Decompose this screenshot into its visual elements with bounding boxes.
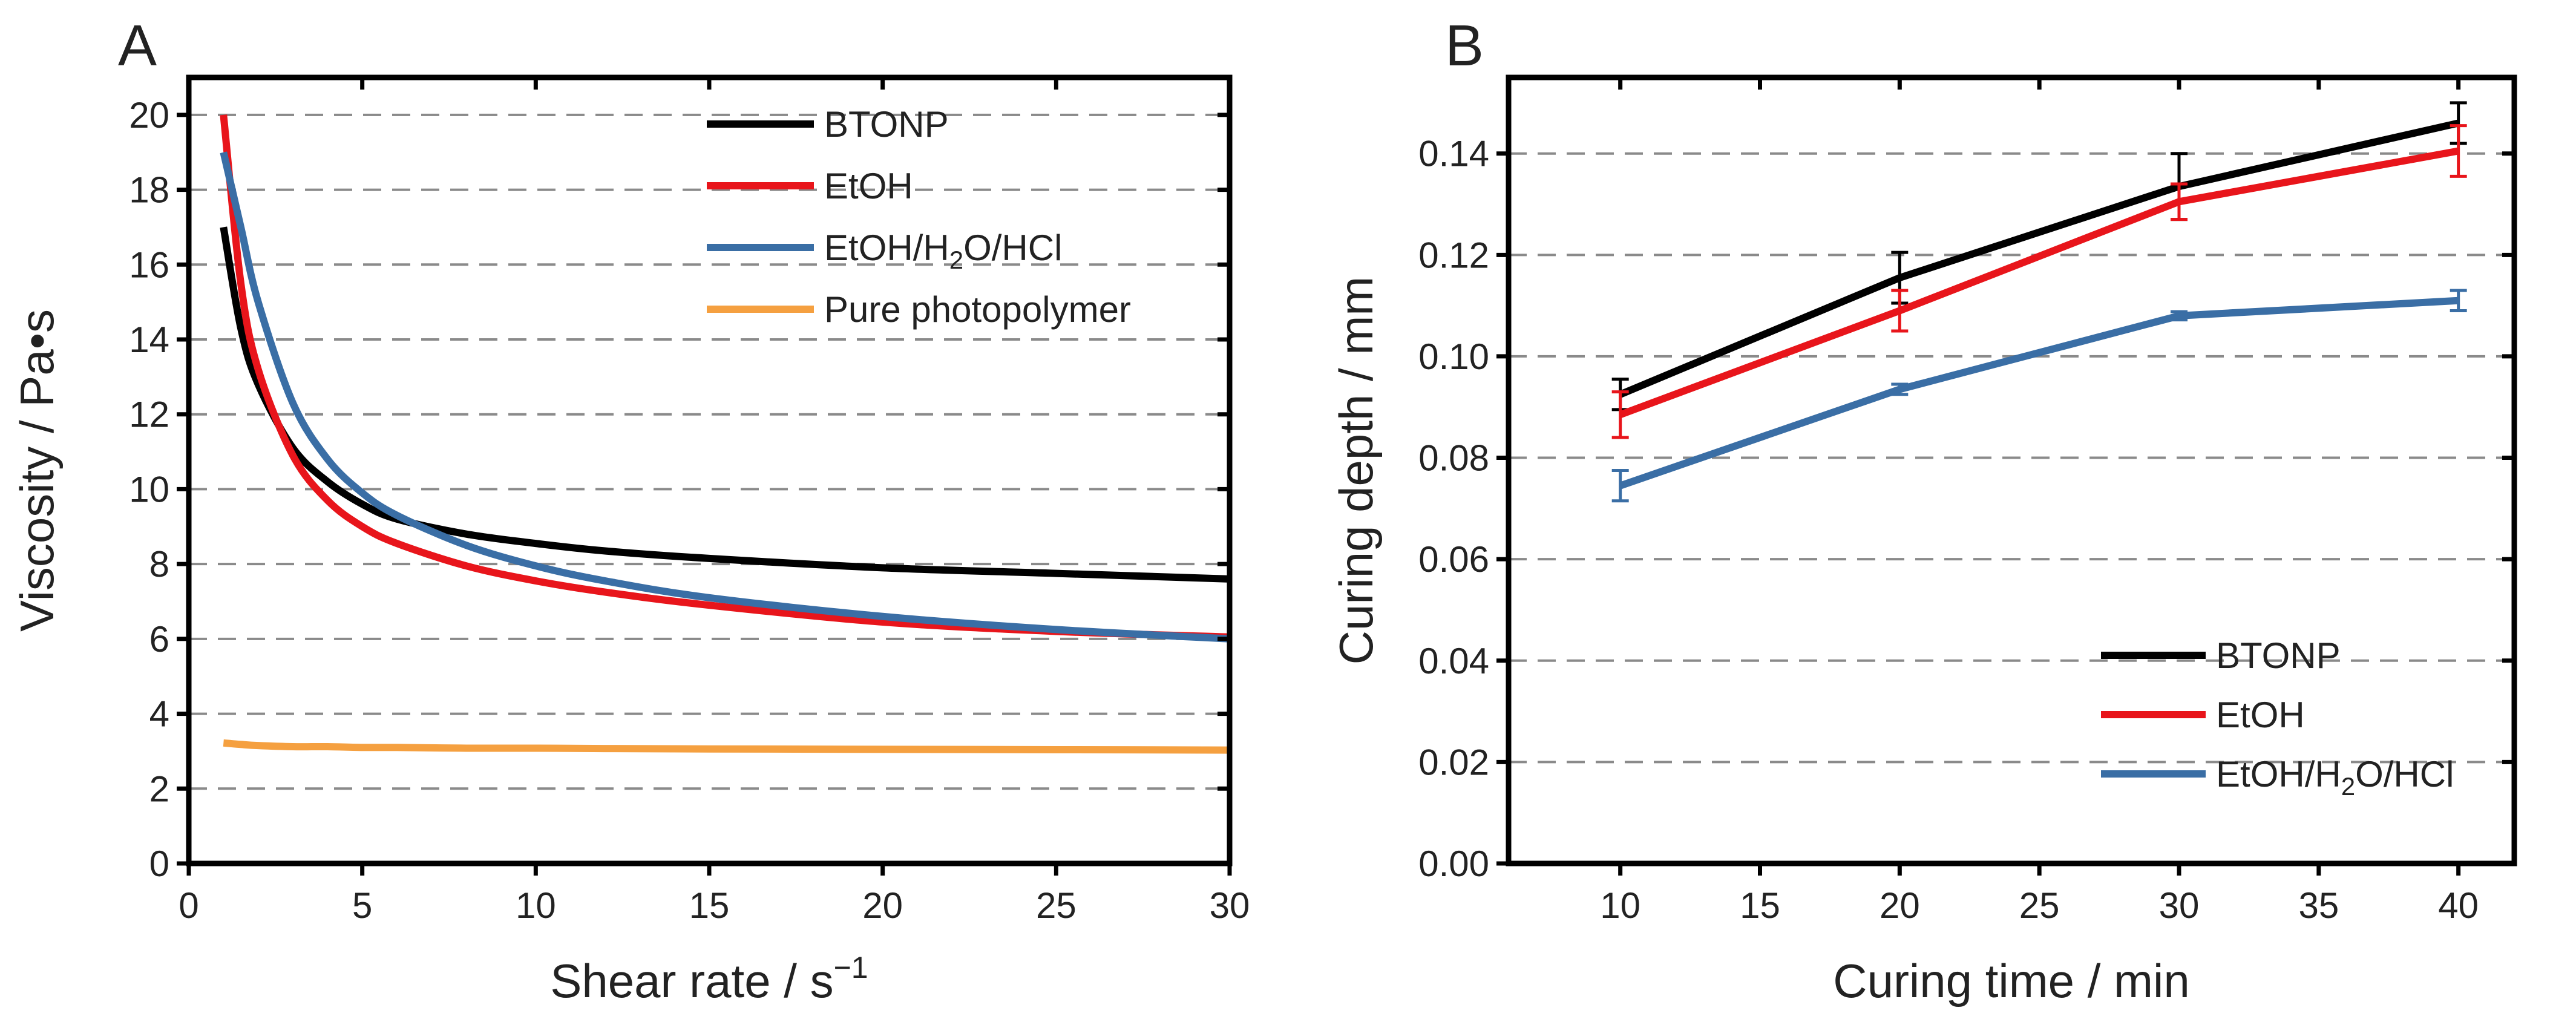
legend-label-subscript: 2 [2341, 772, 2355, 801]
legend-item: EtOH [2101, 695, 2305, 735]
y-tick-label: 0.06 [1418, 539, 1489, 580]
legend: BTONP EtOH EtOH/H2O/HCl Pure photopolymer [707, 104, 1131, 330]
y-tick-label: 8 [149, 544, 169, 585]
x-axis-title: Shear rate / s−1 [550, 951, 868, 1007]
error-bar [2171, 310, 2188, 322]
y-tick-label: 18 [129, 170, 169, 211]
x-tick-label: 0 [179, 885, 198, 926]
legend: BTONP EtOH EtOH/H2O/HCl [2101, 635, 2454, 801]
panel-letter: B [1445, 13, 1484, 78]
error-bar [1891, 382, 1909, 396]
x-tick-label: 5 [352, 885, 372, 926]
x-tick-label: 10 [1600, 885, 1640, 926]
x-tick-label: 40 [2438, 885, 2479, 926]
legend-item: BTONP [707, 104, 949, 145]
legend-item: EtOH/H2O/HCl [707, 228, 1062, 274]
x-tick-label: 20 [1880, 885, 1920, 926]
y-tick-label: 10 [129, 469, 169, 509]
x-tick-label: 15 [689, 885, 730, 926]
x-tick-label: 30 [1210, 885, 1250, 926]
y-tick-label: 0.08 [1418, 438, 1489, 479]
series-line-2 [220, 151, 1230, 643]
error-bar [2450, 124, 2467, 178]
x-tick-label: 35 [2298, 885, 2339, 926]
legend-label-part: EtOH/H [824, 228, 949, 268]
y-tick-label: 0.02 [1418, 742, 1489, 782]
y-tick-label: 0.14 [1418, 134, 1489, 174]
legend-label: EtOH/H2O/HCl [2216, 754, 2454, 801]
series-line-1 [220, 114, 1230, 641]
error-bar [1891, 289, 1909, 333]
x-tick-label: 25 [1036, 885, 1077, 926]
error-bar [2171, 182, 2188, 221]
legend-label-part: O/HCl [2355, 754, 2454, 794]
legend-label: EtOH/H2O/HCl [824, 228, 1062, 274]
y-tick-label: 20 [129, 95, 169, 136]
y-tick-label: 0 [149, 843, 169, 884]
legend-label-part: O/HCl [963, 228, 1062, 268]
y-tick-label: 14 [129, 319, 169, 360]
y-tick-label: 2 [149, 768, 169, 809]
y-tick-label: 12 [129, 395, 169, 435]
legend-item: BTONP [2101, 635, 2341, 676]
chart-panel-b: 0.00 0.02 0.04 0.06 0.08 0.10 0.12 0.14 10 15 20 25… [1329, 13, 2517, 1007]
x-tick-label: 10 [516, 885, 556, 926]
y-axis-title: Curing depth / mm [1329, 277, 1383, 665]
legend-item: Pure photopolymer [707, 289, 1131, 330]
panel-letter: A [118, 13, 157, 78]
legend-item: EtOH [707, 166, 913, 206]
series-line-1 [1619, 147, 2459, 418]
y-tick-label: 0.10 [1418, 336, 1489, 377]
x-axis-title-text: Shear rate / s [550, 954, 833, 1007]
x-tick-label: 15 [1740, 885, 1780, 926]
legend-label: EtOH [824, 166, 913, 206]
legend-label: Pure photopolymer [824, 289, 1131, 330]
error-bar [1611, 469, 1629, 503]
x-tick-label: 25 [2019, 885, 2060, 926]
y-tick-label: 4 [149, 694, 169, 735]
y-tick-label: 0.00 [1418, 843, 1489, 884]
legend-label-subscript: 2 [949, 246, 963, 274]
y-tick-label: 16 [129, 244, 169, 285]
y-tick-label: 0.12 [1418, 235, 1489, 275]
legend-item: EtOH/H2O/HCl [2101, 754, 2454, 801]
legend-label: BTONP [824, 104, 949, 145]
error-bar [2450, 289, 2467, 313]
y-axis-title: Viscosity / Pa•s [10, 309, 64, 632]
series-line-0 [220, 226, 1230, 583]
legend-label-part: EtOH/H [2216, 754, 2341, 794]
chart-panel-a: 0 2 4 6 8 10 12 14 16 18 20 0 5 10 15 20 25 30 Shear rate … [10, 13, 1250, 1007]
y-tick-label: 6 [149, 619, 169, 660]
x-tick-label: 20 [862, 885, 903, 926]
series-line-0 [1619, 119, 2459, 398]
plot-frame [1506, 74, 2517, 866]
x-axis-title-superscript: −1 [834, 951, 868, 984]
series-line-3 [223, 739, 1230, 754]
legend-label: BTONP [2216, 635, 2341, 676]
x-axis-title-text: Curing time / min [1833, 954, 2190, 1007]
error-bar [1611, 390, 1629, 439]
legend-label: EtOH [2216, 695, 2305, 735]
x-tick-label: 30 [2159, 885, 2200, 926]
series-line-2 [1619, 296, 2459, 490]
x-axis-title: Curing time / min [1833, 954, 2190, 1007]
y-tick-label: 0.04 [1418, 641, 1489, 681]
